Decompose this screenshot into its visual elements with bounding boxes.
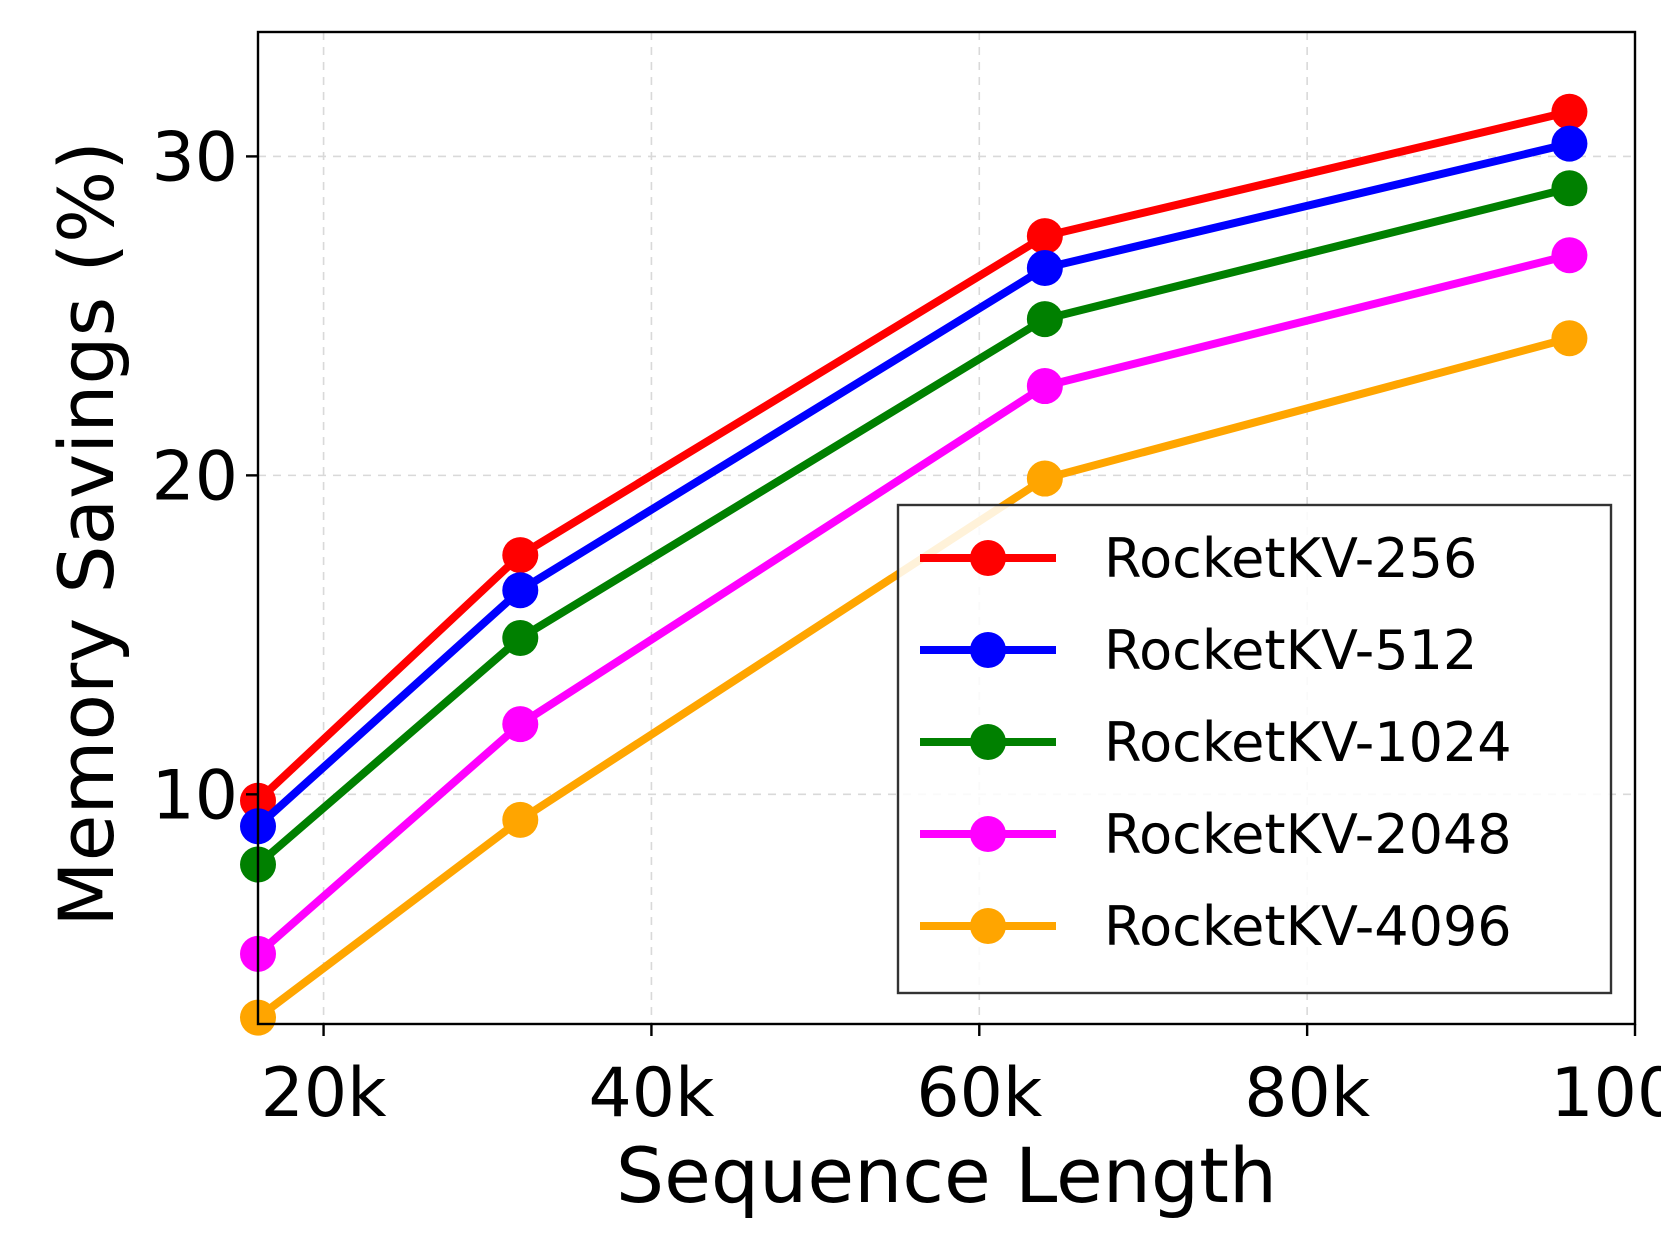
data-point [502, 537, 539, 574]
y-axis-ticks: 10 20 30 [151, 118, 258, 835]
legend-marker [970, 908, 1006, 944]
data-point [502, 572, 539, 609]
legend-marker [970, 540, 1006, 576]
data-point [1026, 460, 1063, 497]
series-rocketkv-512 [240, 125, 1588, 845]
legend-marker [970, 816, 1006, 852]
series-line [254, 107, 1574, 805]
legend-label: RocketKV-4096 [1104, 895, 1512, 958]
legend-box [896, 503, 1613, 995]
data-point [1551, 170, 1588, 207]
data-point [502, 620, 539, 657]
legend[interactable]: RocketKV-256 RocketKV-512 RocketKV-1024 Roc… [896, 503, 1613, 995]
y-tick-label: 20 [151, 437, 238, 516]
x-tick-label: 20k [261, 1054, 388, 1133]
series-rocketkv-1024 [240, 170, 1588, 883]
data-point [1551, 125, 1588, 162]
legend-marker [970, 632, 1006, 668]
x-axis-ticks: 20k 40k 60k 80k 100k [261, 1024, 1661, 1133]
legend-item[interactable]: RocketKV-256 [920, 527, 1477, 590]
series-line [254, 184, 1574, 869]
series-line [254, 251, 1574, 958]
legend-label: RocketKV-256 [1104, 527, 1477, 590]
data-point [1026, 368, 1063, 405]
x-axis-label: Sequence Length [616, 1131, 1277, 1220]
data-point [502, 706, 539, 743]
legend-label: RocketKV-2048 [1104, 803, 1512, 866]
data-point [1026, 250, 1063, 287]
y-tick-label: 10 [151, 756, 238, 835]
data-point [1551, 237, 1588, 274]
data-point [1026, 218, 1063, 255]
x-tick-label: 40k [588, 1054, 715, 1133]
series-rocketkv-2048 [240, 237, 1588, 972]
data-point [1551, 320, 1588, 357]
x-tick-label: 100k [1550, 1054, 1661, 1133]
data-point [502, 801, 539, 838]
y-tick-label: 30 [151, 118, 238, 197]
legend-label: RocketKV-1024 [1104, 711, 1512, 774]
legend-label: RocketKV-512 [1104, 619, 1477, 682]
legend-marker [970, 724, 1006, 760]
legend-item[interactable]: RocketKV-512 [920, 619, 1477, 682]
data-point [1551, 93, 1588, 130]
series-line [254, 334, 1574, 1022]
legend-item[interactable]: RocketKV-1024 [920, 711, 1512, 774]
y-axis-label: Memory Savings (%) [42, 141, 131, 927]
series-line [254, 139, 1574, 831]
series-rocketkv-256 [240, 93, 1588, 819]
legend-item[interactable]: RocketKV-4096 [920, 895, 1512, 958]
x-tick-label: 60k [916, 1054, 1043, 1133]
plot-area-frame [256, 30, 1637, 1026]
data-point [1026, 301, 1063, 338]
x-tick-label: 80k [1244, 1054, 1371, 1133]
legend-item[interactable]: RocketKV-2048 [920, 803, 1512, 866]
